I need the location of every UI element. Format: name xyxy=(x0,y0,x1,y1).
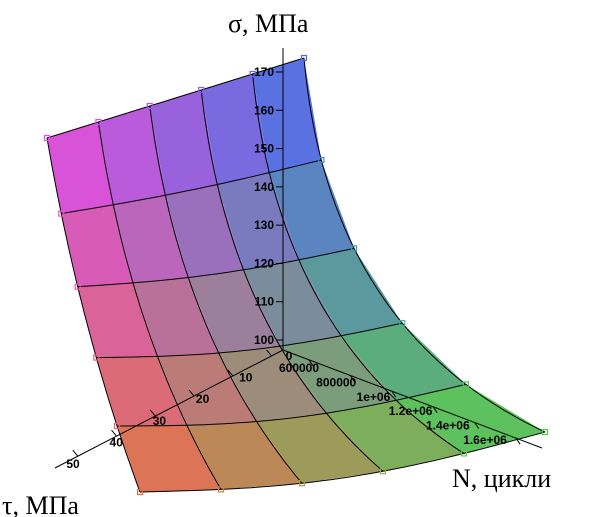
surface-patch xyxy=(188,269,280,353)
surface-grid-col xyxy=(252,73,465,454)
surface-point-marker xyxy=(249,70,256,78)
tick-label: 150 xyxy=(254,142,274,156)
surface xyxy=(43,54,549,496)
surface-patch xyxy=(98,106,166,205)
n-tick xyxy=(432,406,438,414)
n-tick xyxy=(349,375,355,382)
tick-label: 1.6e+06 xyxy=(463,433,507,447)
surface-patch xyxy=(218,346,327,422)
tau-tick xyxy=(72,449,79,457)
surface-point-marker xyxy=(462,381,469,388)
surface-point-marker xyxy=(93,354,100,361)
n-tick xyxy=(308,359,314,367)
surface-point-marker xyxy=(198,86,205,94)
tick-label: 1.2e+06 xyxy=(389,404,433,418)
n-axis-line xyxy=(282,349,543,449)
tau-tick xyxy=(227,369,234,377)
surface-point-marker xyxy=(146,102,153,110)
tick-label: 110 xyxy=(255,295,275,309)
surface-patch xyxy=(165,184,244,278)
sigma-axis-title: σ, МПа xyxy=(228,9,309,38)
surface-patch xyxy=(243,259,342,347)
surface-patch xyxy=(298,248,403,336)
surface-patch xyxy=(77,282,158,358)
surface-patch xyxy=(252,58,322,173)
n-tick xyxy=(474,422,480,429)
tick-label: 140 xyxy=(254,180,274,194)
surface-patch xyxy=(341,323,466,401)
tick-label: 1.4e+06 xyxy=(426,419,470,433)
surface-grid-col xyxy=(149,105,303,484)
surface-grid-row xyxy=(117,383,467,427)
tick-label: 100 xyxy=(254,333,274,347)
tau-tick xyxy=(149,409,156,417)
surface-point-marker xyxy=(351,245,358,252)
tick-label: 160 xyxy=(254,103,274,117)
surface-patch xyxy=(256,413,383,484)
surface-point-marker xyxy=(379,468,387,475)
tick-label: 800000 xyxy=(316,375,356,389)
surface-point-marker xyxy=(399,320,406,327)
tau-axis-title: τ, МПа xyxy=(2,491,79,517)
tick-label: 0 xyxy=(286,349,293,363)
surface-point-marker xyxy=(58,210,65,217)
surface-patch xyxy=(326,400,464,472)
n-tick xyxy=(515,437,521,445)
n-axis-title: N, цикли xyxy=(452,464,551,493)
surface-point-marker xyxy=(541,428,549,436)
surface-grid-row xyxy=(46,57,305,139)
surface-patch xyxy=(47,122,114,214)
surface-grid-row xyxy=(139,431,546,493)
surface-point-marker xyxy=(136,488,144,496)
tick-label: 130 xyxy=(254,218,274,232)
tau-tick xyxy=(111,429,117,437)
surface-patch xyxy=(149,90,218,196)
tick-label: 50 xyxy=(66,457,80,471)
surface-patch xyxy=(61,204,133,287)
tick-label: 120 xyxy=(254,256,274,270)
tau-axis-line xyxy=(54,349,284,469)
surface-point-marker xyxy=(318,156,325,164)
surface-patch xyxy=(269,160,355,260)
surface-grid-row xyxy=(77,247,355,288)
surface-patch xyxy=(133,277,219,357)
n-tick xyxy=(391,390,397,398)
tick-label: 170 xyxy=(254,65,274,79)
axis-labels: σ, МПа N, цикли τ, МПа xyxy=(2,9,551,517)
surface-point-marker xyxy=(300,54,308,62)
tick-label: 10 xyxy=(239,371,253,385)
surface-grid-col xyxy=(97,121,222,490)
surface-grid-col xyxy=(200,89,384,472)
surface-point-marker xyxy=(43,134,51,142)
tick-label: 30 xyxy=(153,414,167,428)
tick-label: 600000 xyxy=(279,361,319,375)
tick-label: 20 xyxy=(196,392,210,406)
tau-tick xyxy=(188,389,195,397)
axes: 1001101201301401501601706000008000001e+0… xyxy=(54,48,543,471)
tau-tick xyxy=(266,349,272,357)
surface-point-marker xyxy=(113,422,121,430)
surface-point-marker xyxy=(95,118,102,126)
surface-patch xyxy=(396,384,545,454)
surface-patch xyxy=(279,335,397,414)
surface-grid-row xyxy=(96,322,403,359)
surface-patch xyxy=(113,195,189,283)
surface-point-marker xyxy=(74,283,81,290)
surface-patch xyxy=(186,421,302,490)
surface-patch xyxy=(217,172,299,270)
surface-grid-col xyxy=(303,57,546,433)
tick-label: 1e+06 xyxy=(357,390,391,404)
surface-grid-col xyxy=(46,137,141,493)
surface-point-marker xyxy=(298,480,306,487)
surface-point-marker xyxy=(217,486,225,493)
surface-patch xyxy=(201,74,270,185)
tick-label: 40 xyxy=(110,435,124,449)
surface-grid-row xyxy=(61,159,322,215)
surface-point-marker xyxy=(460,450,468,457)
